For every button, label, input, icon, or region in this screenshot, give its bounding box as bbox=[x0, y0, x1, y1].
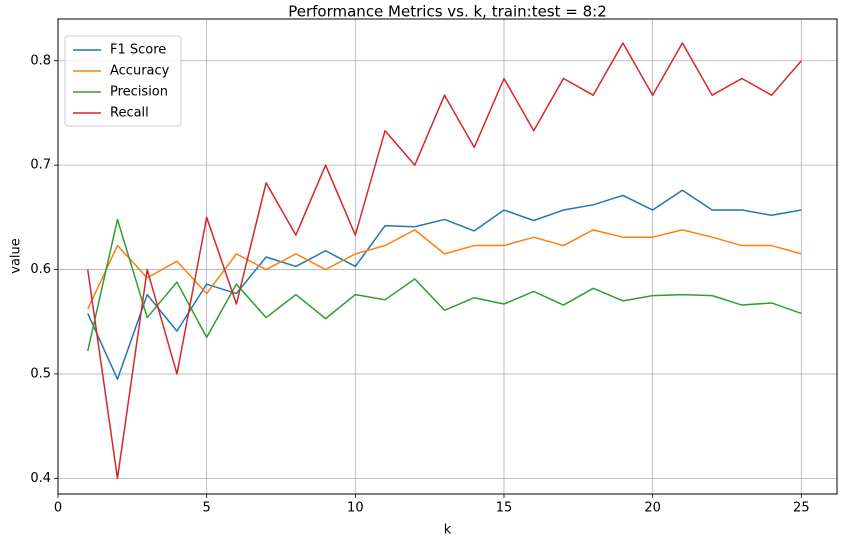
legend-box bbox=[64, 35, 182, 127]
y-tick-label: 0.8 bbox=[30, 53, 51, 68]
x-tick-label: 5 bbox=[203, 501, 211, 516]
series-line-recall bbox=[86, 42, 802, 480]
legend: F1 Score Accuracy Precision Recall bbox=[64, 35, 182, 127]
y-axis-ticks: 0.4 0.5 0.6 0.7 0.8 bbox=[30, 53, 58, 486]
x-tick-label: 0 bbox=[54, 501, 62, 516]
legend-label-accuracy: Accuracy bbox=[110, 64, 170, 79]
series-line-accuracy bbox=[87, 229, 802, 310]
y-tick-label: 0.7 bbox=[30, 158, 51, 173]
x-tick-label: 25 bbox=[793, 501, 810, 516]
x-tick-label: 15 bbox=[496, 501, 513, 516]
series-line-f1-score bbox=[87, 189, 802, 380]
series-line-precision bbox=[86, 218, 802, 352]
y-tick-label: 0.5 bbox=[30, 366, 51, 381]
y-axis-label: value bbox=[9, 238, 24, 274]
x-axis-label: k bbox=[444, 523, 452, 538]
y-tick-label: 0.4 bbox=[30, 471, 51, 486]
x-axis-ticks: 0 5 10 15 20 25 bbox=[54, 494, 810, 516]
series-lines bbox=[86, 42, 802, 480]
legend-label-f1-score: F1 Score bbox=[110, 43, 166, 58]
chart-title: Performance Metrics vs. k, train:test = … bbox=[288, 3, 607, 21]
legend-label-recall: Recall bbox=[110, 106, 149, 121]
grid bbox=[57, 19, 837, 494]
legend-label-precision: Precision bbox=[110, 85, 168, 100]
plot-area-frame bbox=[57, 18, 838, 495]
x-tick-label: 20 bbox=[644, 501, 661, 516]
y-tick-label: 0.6 bbox=[30, 262, 51, 277]
x-tick-label: 10 bbox=[347, 501, 364, 516]
